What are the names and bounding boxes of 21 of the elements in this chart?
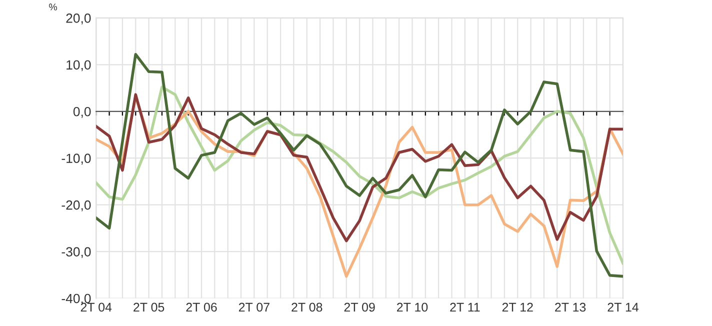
y-tick-label: -10,0	[62, 154, 91, 165]
line-series	[96, 52, 623, 278]
y-axis-title: %	[49, 4, 57, 10]
y-tick-label: 10,0	[66, 60, 91, 72]
y-tick-label: -40,0	[62, 294, 91, 305]
x-tick-label: 2T 09	[344, 302, 375, 312]
x-tick-label: 2T 14	[608, 302, 639, 312]
y-tick-label: -30,0	[62, 247, 91, 258]
y-tick-label: 0,0	[73, 106, 91, 118]
x-tick-label: 2T 06	[186, 302, 217, 312]
x-tick-label: 2T 05	[134, 302, 164, 312]
y-tick-label: 20,0	[66, 13, 91, 24]
x-tick-label: 2T 08	[292, 302, 322, 312]
y-tick-label: -20,0	[62, 200, 91, 212]
x-tick-label: 2T 07	[238, 302, 270, 312]
line-series	[96, 93, 623, 242]
x-tick-label: 2T 12	[502, 302, 533, 312]
x-tick-label: 2T 13	[555, 302, 586, 312]
x-tick-label: 2T 04	[80, 302, 112, 312]
x-tick-label: 2T 10	[397, 302, 428, 312]
x-tick-label: 2T 11	[450, 302, 480, 312]
